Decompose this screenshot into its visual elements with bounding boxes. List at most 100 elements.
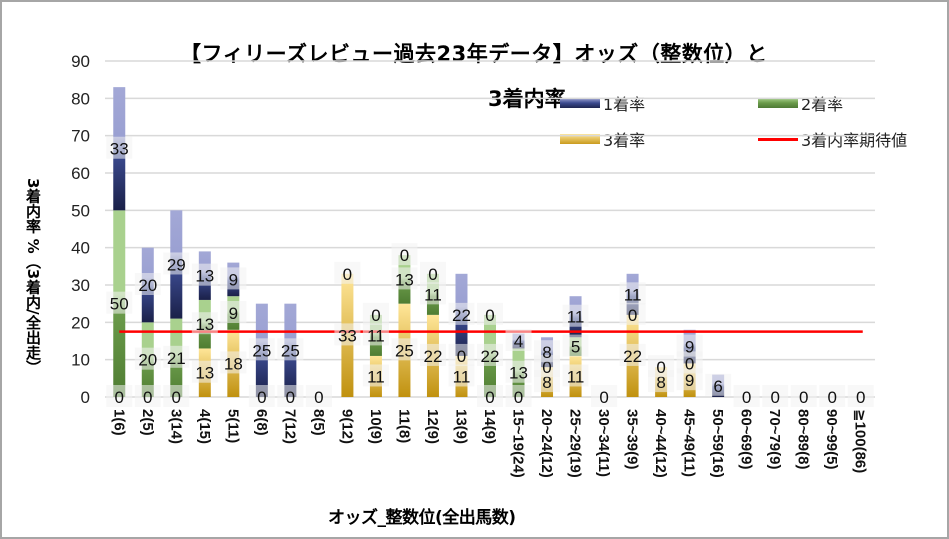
data-label: 9	[229, 270, 238, 289]
legend-swatch-3rd-icon	[560, 134, 600, 144]
data-label-bg	[505, 360, 532, 383]
x-tick-label: 8(5)	[310, 409, 327, 436]
legend-label-2nd: 2着率	[801, 95, 844, 114]
data-label-bg	[334, 261, 361, 284]
x-tick-label: 9(12)	[338, 409, 355, 444]
data-label-bg	[191, 263, 218, 286]
data-label: 13	[195, 267, 214, 286]
data-label: 21	[167, 349, 186, 368]
data-label-bg	[419, 343, 446, 366]
data-label: 0	[827, 388, 836, 407]
data-label: 0	[514, 388, 523, 407]
data-label: 0	[799, 388, 808, 407]
data-label: 6	[713, 377, 722, 396]
data-label-bg	[619, 343, 646, 366]
data-label-bg	[648, 355, 675, 378]
data-label: 22	[481, 347, 500, 366]
data-label: 25	[252, 341, 271, 360]
x-tick-label: 40~44(12)	[652, 409, 669, 478]
legend-line-expected-icon	[758, 137, 798, 141]
data-label: 0	[656, 358, 665, 377]
y-tick-label: 80	[71, 89, 90, 108]
x-tick-label: 5(11)	[224, 409, 241, 443]
legend-item-2nd: 2着率	[758, 91, 843, 115]
y-tick-label: 20	[71, 313, 90, 332]
x-tick-label: 12(9)	[424, 409, 441, 444]
data-label: 0	[856, 388, 865, 407]
data-label: 8	[542, 343, 551, 362]
data-label-bg	[619, 282, 646, 305]
y-tick-label: 90	[71, 52, 90, 71]
data-label: 33	[110, 140, 129, 159]
x-tick-label: 25~29(19)	[567, 409, 584, 478]
x-tick-label: 30~34(11)	[595, 409, 612, 477]
data-label: 0	[143, 388, 152, 407]
data-label-bg	[676, 334, 703, 357]
data-label: 9	[685, 371, 694, 390]
data-label: 22	[623, 347, 642, 366]
data-label-bg	[619, 302, 646, 325]
data-label: 0	[371, 306, 380, 325]
data-label-bg	[362, 364, 389, 387]
data-label: 18	[224, 354, 243, 373]
data-label: 11	[624, 285, 642, 304]
data-label-bg	[277, 338, 304, 361]
y-tick-label: 70	[71, 127, 90, 146]
data-label: 8	[542, 373, 551, 392]
data-label-bg	[562, 334, 589, 357]
data-label-bg	[562, 304, 589, 327]
data-label-bg	[391, 267, 418, 290]
data-label: 25	[281, 341, 300, 360]
data-label: 0	[428, 265, 437, 284]
data-label: 13	[509, 364, 528, 383]
data-label: 4	[514, 332, 523, 351]
data-label: 13	[395, 270, 414, 289]
data-label: 29	[167, 255, 186, 274]
x-tick-label: 11(8)	[395, 409, 412, 443]
data-label-bg	[220, 301, 247, 323]
data-label: 0	[257, 388, 266, 407]
data-label-bg	[847, 385, 874, 407]
data-label: 11	[567, 367, 585, 386]
y-axis-title: 3着内率 %（3着内/全出走）	[24, 178, 42, 375]
data-label-bg	[733, 385, 760, 407]
x-tick-label: 10(9)	[367, 409, 384, 444]
data-label: 0	[770, 388, 779, 407]
data-label: 0	[115, 388, 124, 407]
data-label-bg	[477, 385, 503, 407]
data-label: 11	[367, 367, 385, 386]
data-label-bg	[191, 312, 218, 335]
data-label-bg	[705, 373, 732, 396]
data-label-bg	[163, 252, 190, 275]
x-tick-label: 7(12)	[281, 409, 298, 444]
data-label: 25	[395, 341, 414, 360]
data-label: 0	[343, 265, 352, 284]
data-label-bg	[419, 261, 446, 284]
x-tick-label: 1(6)	[110, 409, 127, 436]
data-label-bg	[362, 323, 389, 346]
data-label-bg	[505, 329, 532, 351]
data-label-bg	[134, 385, 161, 407]
x-tick-label: ≧100(86)	[852, 409, 869, 473]
data-label: 13	[195, 364, 214, 383]
data-label-bg	[163, 345, 190, 368]
data-label-bg	[448, 343, 475, 366]
data-label-bg	[562, 364, 589, 387]
x-tick-label: 35~39(9)	[624, 409, 641, 469]
data-label: 0	[172, 388, 181, 407]
data-label-bg	[391, 243, 418, 266]
data-label-bg	[676, 351, 703, 374]
data-label: 0	[485, 388, 494, 407]
x-tick-label: 2(5)	[139, 409, 156, 436]
data-label: 22	[452, 306, 471, 325]
data-label-bg	[477, 343, 503, 366]
data-label-bg	[134, 347, 161, 370]
data-label: 0	[400, 246, 409, 265]
legend-item-1st: 1着率	[560, 91, 645, 115]
data-label: 22	[424, 347, 443, 366]
data-label: 0	[599, 388, 608, 407]
y-tick-label: 40	[71, 239, 90, 258]
y-tick-label: 30	[71, 276, 90, 295]
